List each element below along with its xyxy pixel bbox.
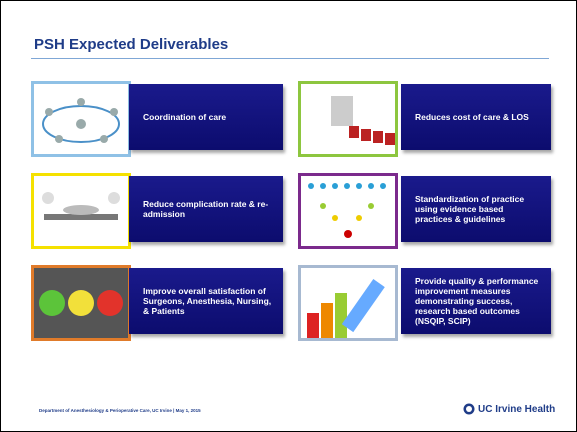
care-illustration xyxy=(34,84,128,154)
funnel-illustration xyxy=(301,176,395,246)
complication-image xyxy=(31,173,131,249)
logo: UC Irvine Health xyxy=(463,403,555,415)
deliverable-box: Improve overall satisfaction of Surgeons… xyxy=(129,268,283,334)
cost-illustration xyxy=(301,84,395,154)
logo-seal xyxy=(463,403,475,415)
cost-image xyxy=(298,81,398,157)
deliverable-text: Standardization of practice using eviden… xyxy=(415,194,543,224)
deliverable-text: Provide quality & performance improvemen… xyxy=(415,276,543,326)
slide: PSH Expected Deliverables Coordination o… xyxy=(0,0,577,432)
title-rule xyxy=(31,58,549,59)
quality-image xyxy=(298,265,398,341)
deliverable-box: Provide quality & performance improvemen… xyxy=(401,268,551,334)
slide-title: PSH Expected Deliverables xyxy=(34,36,228,53)
satisfaction-image xyxy=(31,265,131,341)
deliverable-box: Reduce complication rate & re-admission xyxy=(129,176,283,242)
deliverable-text: Reduces cost of care & LOS xyxy=(415,112,529,122)
deliverable-text: Improve overall satisfaction of Surgeons… xyxy=(143,286,275,316)
deliverable-text: Coordination of care xyxy=(143,112,226,122)
logo-text: UC Irvine Health xyxy=(478,404,555,415)
deliverable-text: Reduce complication rate & re-admission xyxy=(143,199,275,219)
footer-text: Department of Anesthesiology & Periopera… xyxy=(39,408,201,413)
bars-illustration xyxy=(301,268,395,338)
deliverable-box: Reduces cost of care & LOS xyxy=(401,84,551,150)
standardization-image xyxy=(298,173,398,249)
care-image xyxy=(31,81,131,157)
stretcher-illustration xyxy=(34,176,128,246)
faces-illustration xyxy=(34,268,128,338)
deliverable-box: Coordination of care xyxy=(129,84,283,150)
deliverable-box: Standardization of practice using eviden… xyxy=(401,176,551,242)
